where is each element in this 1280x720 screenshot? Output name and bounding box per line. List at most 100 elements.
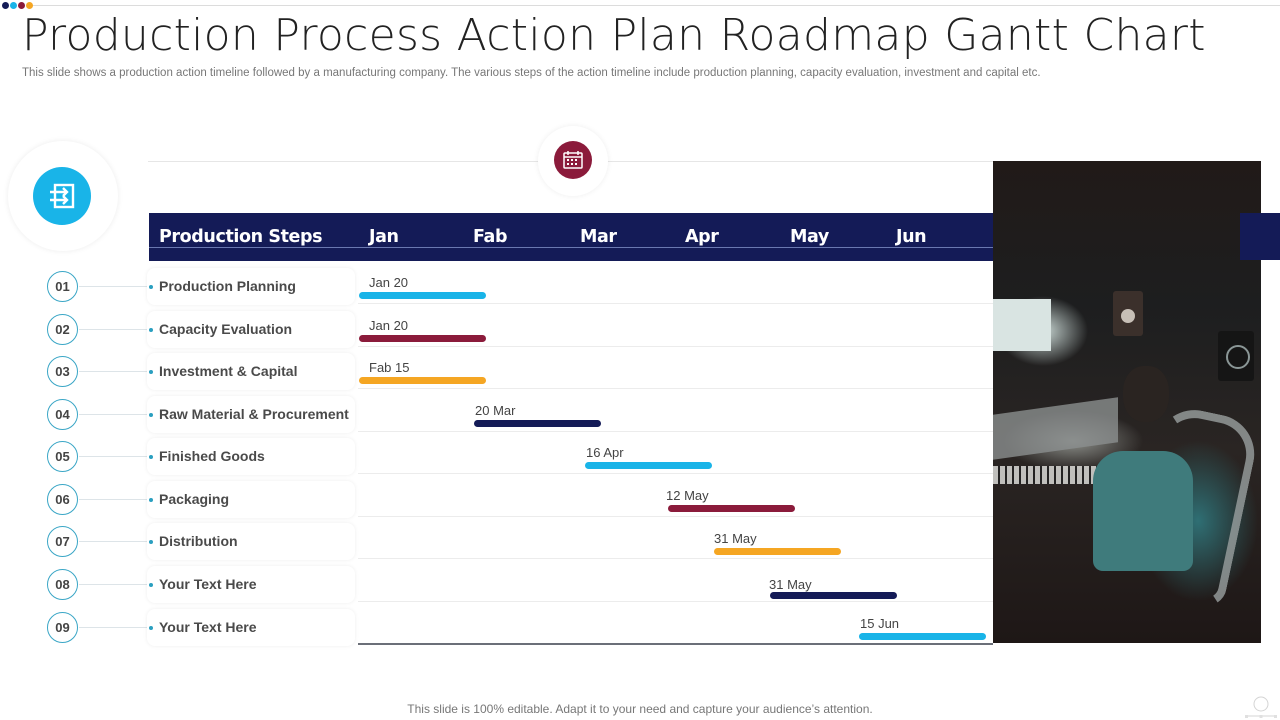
step-label: Distribution	[159, 533, 238, 549]
step-label-box[interactable]: Investment & Capital	[147, 353, 355, 390]
step-connector	[79, 456, 147, 457]
photo-monitor	[993, 299, 1051, 351]
step-label: Production Planning	[159, 278, 296, 294]
photo-person	[1093, 451, 1193, 571]
task-date-label: 15 Jun	[860, 616, 900, 631]
task-bar[interactable]	[859, 633, 986, 640]
step-label-box[interactable]: Finished Goods	[147, 438, 355, 475]
task-date-label: 31 May	[769, 577, 812, 592]
grid-row-line	[358, 516, 993, 517]
header-month-jun: Jun	[896, 227, 927, 247]
header-month-mar: Mar	[580, 227, 617, 247]
header-extension-tab	[1240, 213, 1280, 260]
step-number: 06	[47, 484, 78, 515]
photo-speaker	[1113, 291, 1143, 336]
task-bar[interactable]	[714, 548, 841, 555]
step-row-09: 09 Your Text Here	[0, 608, 360, 650]
gantt-task-08[interactable]: 31 May	[769, 577, 897, 601]
gantt-task-02[interactable]: Jan 20	[359, 318, 486, 342]
task-bar[interactable]	[359, 377, 486, 384]
step-row-08: 08 Your Text Here	[0, 565, 360, 607]
grid-row-line	[358, 601, 993, 602]
task-date-label: Jan 20	[369, 275, 409, 290]
step-label: Your Text Here	[159, 619, 257, 635]
step-connector	[79, 499, 147, 500]
step-row-05: 05 Finished Goods	[0, 437, 360, 479]
gantt-task-05[interactable]: 16 Apr	[585, 445, 712, 469]
step-number: 02	[47, 314, 78, 345]
step-row-04: 04 Raw Material & Procurement	[0, 395, 360, 437]
step-connector	[79, 329, 147, 330]
step-connector	[79, 286, 147, 287]
task-bar[interactable]	[668, 505, 795, 512]
step-label-box[interactable]: Your Text Here	[147, 609, 355, 646]
header-production-steps: Production Steps	[159, 227, 323, 247]
step-number: 03	[47, 356, 78, 387]
grid-row-line	[358, 431, 993, 432]
bullet-icon	[149, 583, 153, 587]
photo-chair	[1124, 402, 1261, 610]
decor-dot-cyan	[10, 2, 17, 9]
process-badge	[8, 141, 118, 251]
footer-note: This slide is 100% editable. Adapt it to…	[407, 702, 873, 716]
task-bar[interactable]	[474, 420, 601, 427]
bullet-icon	[149, 285, 153, 289]
step-label-box[interactable]: Packaging	[147, 481, 355, 518]
grid-row-line	[358, 303, 993, 304]
step-label: Packaging	[159, 491, 230, 507]
step-label: Capacity Evaluation	[159, 321, 293, 337]
task-date-label: 31 May	[714, 531, 757, 546]
step-label: Investment & Capital	[159, 363, 298, 379]
step-label-box[interactable]: Distribution	[147, 523, 355, 560]
bullet-icon	[149, 413, 153, 417]
task-bar[interactable]	[359, 292, 486, 299]
decor-dot-navy	[2, 2, 9, 9]
step-number: 08	[47, 569, 78, 600]
step-row-06: 06 Packaging	[0, 480, 360, 522]
header-underline	[149, 247, 993, 248]
step-label-box[interactable]: Capacity Evaluation	[147, 311, 355, 348]
task-bar[interactable]	[359, 335, 486, 342]
step-label: Raw Material & Procurement	[159, 406, 349, 422]
grid-row-line	[358, 558, 993, 559]
gantt-task-04[interactable]: 20 Mar	[474, 403, 601, 427]
step-connector	[79, 371, 147, 372]
gantt-task-01[interactable]: Jan 20	[359, 275, 486, 299]
grid-bottom-axis	[358, 643, 993, 645]
step-row-03: 03 Investment & Capital	[0, 352, 360, 394]
studio-photo	[993, 161, 1261, 643]
step-number: 04	[47, 399, 78, 430]
presenter-icon	[1244, 694, 1278, 720]
gantt-task-09[interactable]: 15 Jun	[859, 616, 986, 640]
step-connector	[79, 627, 147, 628]
photo-keyboard	[993, 466, 1123, 484]
step-connector	[79, 584, 147, 585]
gantt-task-06[interactable]: 12 May	[666, 488, 795, 512]
gantt-task-03[interactable]: Fab 15	[359, 360, 486, 384]
task-bar[interactable]	[770, 592, 897, 599]
gantt-task-07[interactable]: 31 May	[714, 531, 841, 555]
page-title: Production Process Action Plan Roadmap G…	[22, 10, 1206, 61]
step-label-box[interactable]: Production Planning	[147, 268, 355, 305]
grid-row-line	[358, 346, 993, 347]
calendar-icon	[554, 141, 592, 179]
calendar-badge	[538, 126, 608, 196]
task-date-label: Fab 15	[369, 360, 410, 375]
bullet-icon	[149, 540, 153, 544]
task-date-label: Jan 20	[369, 318, 409, 333]
grid-row-line	[358, 473, 993, 474]
step-label: Your Text Here	[159, 576, 257, 592]
task-date-label: 20 Mar	[475, 403, 516, 418]
bullet-icon	[149, 370, 153, 374]
step-label-box[interactable]: Your Text Here	[147, 566, 355, 603]
step-number: 05	[47, 441, 78, 472]
header-month-feb: Fab	[473, 227, 508, 247]
page-subtitle: This slide shows a production action tim…	[22, 67, 1041, 79]
bullet-icon	[149, 328, 153, 332]
decor-dot-maroon	[18, 2, 25, 9]
step-number: 01	[47, 271, 78, 302]
task-bar[interactable]	[585, 462, 712, 469]
header-month-apr: Apr	[685, 227, 719, 247]
header-month-may: May	[790, 227, 829, 247]
step-label-box[interactable]: Raw Material & Procurement	[147, 396, 355, 433]
